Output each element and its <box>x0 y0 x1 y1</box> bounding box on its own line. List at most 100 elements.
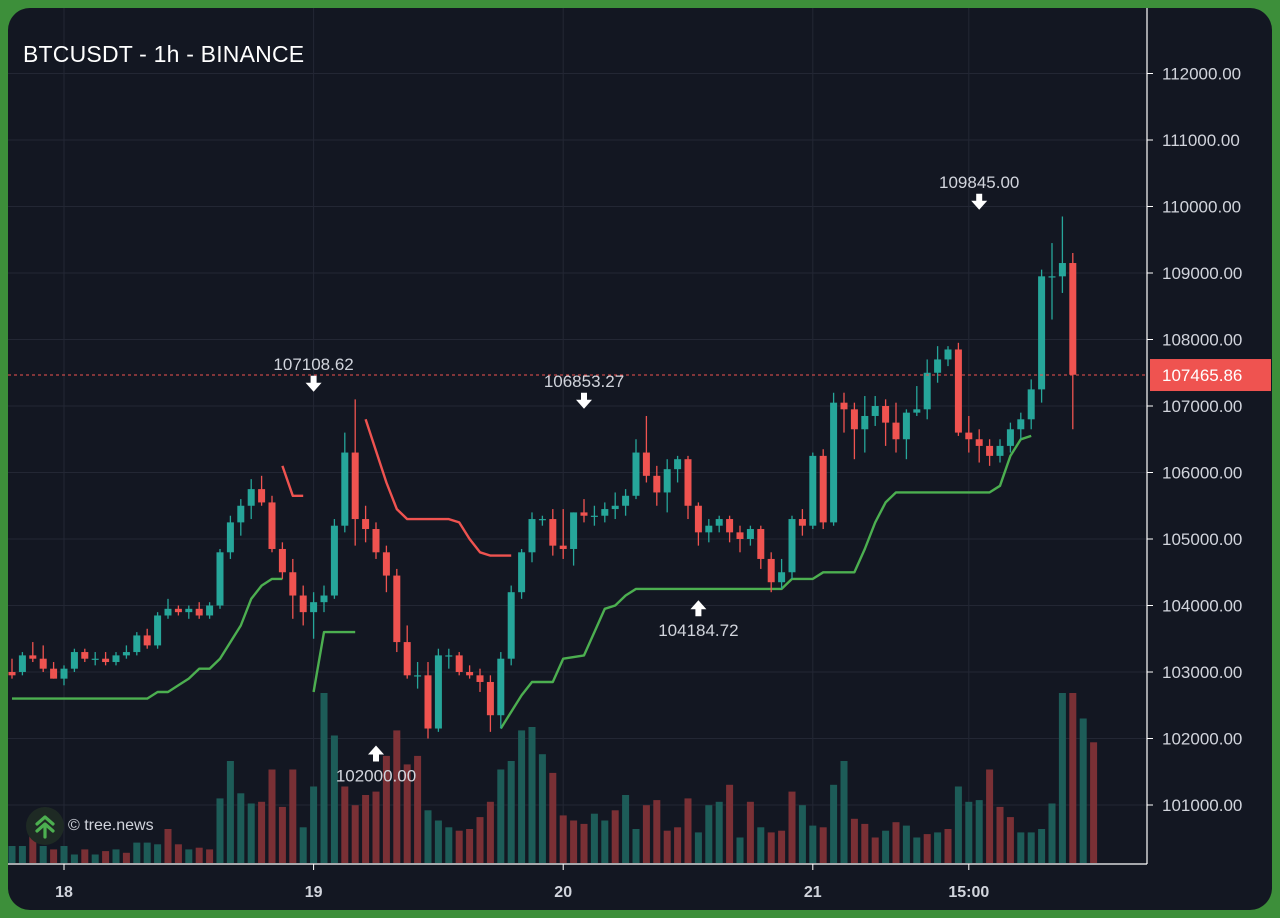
candle-body <box>351 452 359 520</box>
volume-bar <box>892 822 900 863</box>
candle-body <box>1038 276 1046 390</box>
candle-body <box>892 422 900 440</box>
candle-body <box>538 519 546 521</box>
volume-bar <box>642 805 650 863</box>
candle <box>1006 422 1014 453</box>
volume-bar <box>882 830 890 863</box>
x-tick-label: 15:00 <box>948 884 989 901</box>
candle-body <box>726 519 734 533</box>
volume-bar <box>632 829 640 863</box>
volume-bar <box>1058 693 1066 863</box>
candle-body <box>195 608 203 616</box>
volume-bar <box>320 693 328 863</box>
candle <box>122 645 130 659</box>
candle-body <box>798 519 806 526</box>
candle <box>154 612 162 649</box>
volume-bar <box>684 798 692 863</box>
candle-body <box>913 409 921 413</box>
candle <box>518 548 526 599</box>
volume-bar <box>70 854 78 863</box>
candle <box>1048 243 1056 320</box>
candle-body <box>1006 429 1014 446</box>
candle <box>726 515 734 543</box>
candle-body <box>310 602 318 613</box>
volume-bar <box>8 846 16 863</box>
candle <box>559 509 567 559</box>
volume-bar <box>362 795 370 863</box>
candle-body <box>580 512 588 516</box>
candle-body <box>653 475 661 493</box>
volume-bar <box>164 829 172 863</box>
annotation-high-label: 106853.27 <box>544 372 624 391</box>
volume-bar <box>809 825 817 863</box>
candle-body <box>247 489 255 506</box>
candle <box>143 628 151 649</box>
volume-bar <box>1006 817 1014 863</box>
candle <box>882 399 890 446</box>
volume-bar <box>102 851 110 863</box>
candle-body <box>122 652 130 656</box>
volume-bar <box>1038 829 1046 863</box>
candle <box>247 479 255 520</box>
candle <box>341 432 349 533</box>
y-tick-label: 111000.00 <box>1162 131 1240 150</box>
candle <box>39 645 47 672</box>
volume-bar <box>278 806 286 863</box>
candle-body <box>830 402 838 523</box>
supertrend-up-line <box>312 630 356 693</box>
candle-body <box>694 505 702 533</box>
volume-bar <box>1017 832 1025 863</box>
candle <box>767 552 775 593</box>
supertrend-up-line <box>499 434 1032 730</box>
last-price-badge <box>1150 359 1271 392</box>
annotation-low-label: 104184.72 <box>658 621 738 640</box>
candle <box>382 545 390 593</box>
volume-bar <box>341 786 349 863</box>
volume-bar <box>580 823 588 863</box>
volume-bar <box>715 801 723 863</box>
volume-bar <box>1048 803 1056 863</box>
volume-bar <box>549 772 557 863</box>
candle-body <box>975 439 983 446</box>
volume-bar <box>60 846 68 863</box>
volume-bar <box>237 793 245 863</box>
candle <box>372 522 380 559</box>
volume-bar <box>1090 742 1098 863</box>
candle-body <box>902 412 910 440</box>
volume-bar <box>778 830 786 863</box>
volume-bar <box>850 818 858 863</box>
volume-bar <box>1069 693 1077 863</box>
candle <box>840 392 848 433</box>
volume-bar <box>39 846 47 863</box>
candle-body <box>393 575 401 643</box>
watermark-text: © tree.news <box>68 817 154 834</box>
volume-bar <box>133 842 141 863</box>
volume-bar <box>29 834 37 863</box>
price-chart[interactable]: 101000.00 102000.00 103000.00 104000.00 1050… <box>8 8 1272 910</box>
candle <box>663 459 671 513</box>
supertrend-up-line <box>12 577 283 700</box>
annotation-high-label: 107108.62 <box>273 355 353 374</box>
candle <box>1017 412 1025 440</box>
volume-bar <box>81 849 89 863</box>
candle-body <box>996 445 1004 456</box>
candle-body <box>570 512 578 549</box>
candle-body <box>164 608 172 616</box>
candle <box>538 515 546 526</box>
arrow-up-icon <box>690 600 707 617</box>
candle-body <box>757 529 765 559</box>
candle <box>528 512 536 563</box>
candle-body <box>258 489 266 503</box>
volume-bar <box>819 827 827 863</box>
volume-bar <box>694 832 702 863</box>
volume-bar <box>486 801 494 863</box>
candle-body <box>143 635 151 646</box>
candle <box>237 499 245 536</box>
tree-news-chevrons-icon <box>26 807 64 845</box>
candle <box>642 415 650 483</box>
volume-bar <box>91 854 99 863</box>
candle <box>850 402 858 460</box>
volume-bar <box>299 827 307 863</box>
candle <box>393 568 401 653</box>
volume-bar <box>871 837 879 863</box>
